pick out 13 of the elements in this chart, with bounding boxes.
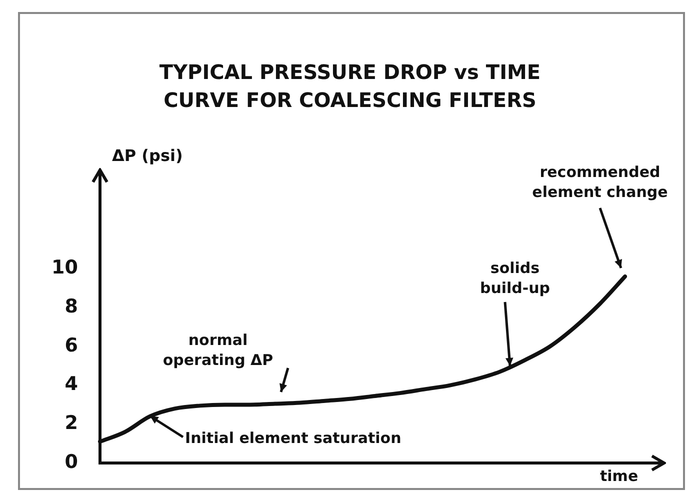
- y-tick-label: 0: [64, 450, 78, 473]
- annotation: Initial element saturation: [185, 428, 402, 448]
- y-tick-label: 8: [64, 296, 78, 318]
- chart-title: TYPICAL PRESSURE DROP vs TIME CURVE FOR COALESCING FILTERS: [158, 59, 542, 114]
- y-tick-label: 2: [64, 412, 78, 434]
- y-tick-label: 4: [64, 373, 78, 396]
- annotation: normal operating ΔP: [162, 330, 274, 370]
- x-axis-title: time: [600, 467, 638, 485]
- y-tick-label: 6: [64, 334, 78, 356]
- y-tick-label: 10: [52, 256, 78, 279]
- annotation: recommended element change: [531, 162, 669, 202]
- annotation: solids build-up: [478, 258, 552, 298]
- y-axis-title: ΔP (psi): [112, 146, 183, 165]
